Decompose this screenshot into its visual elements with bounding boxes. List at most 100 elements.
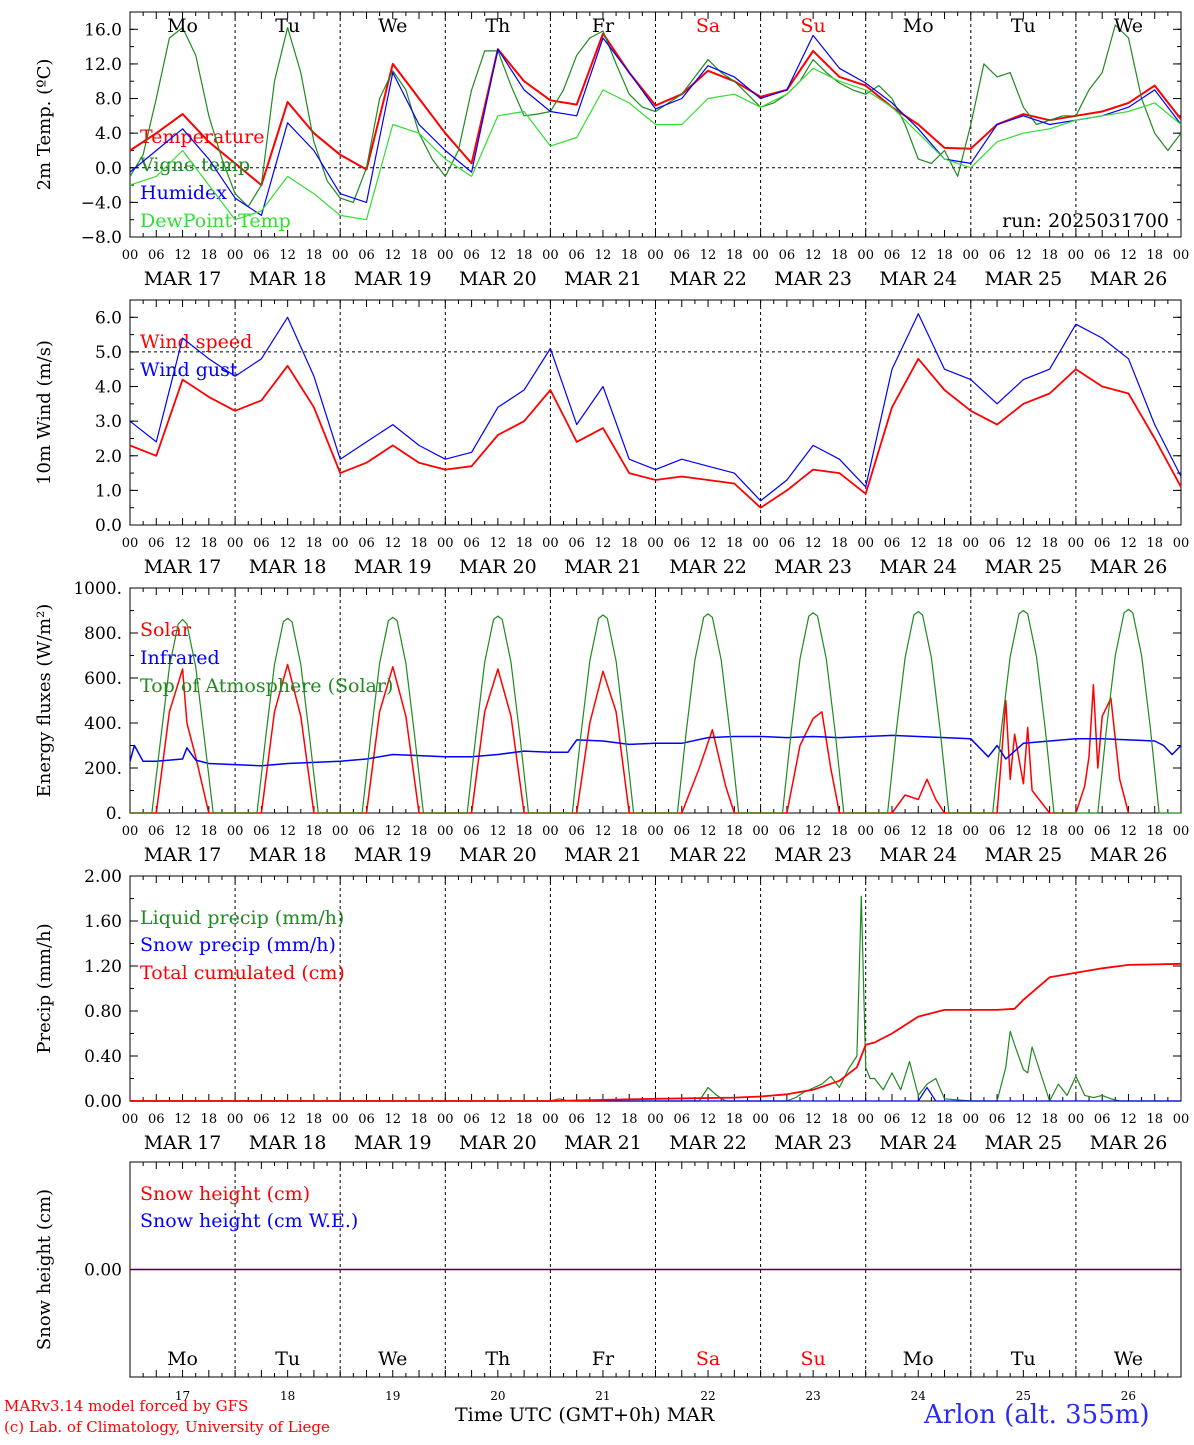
y-tick-label: 2.0 xyxy=(95,447,122,467)
hour-label: 06 xyxy=(148,1112,165,1127)
y-tick-label: 1.0 xyxy=(95,481,122,501)
y-tick-label: 200. xyxy=(84,759,122,779)
hour-label: 00 xyxy=(752,824,769,839)
hour-label: 00 xyxy=(227,536,244,551)
day-abbr: We xyxy=(1114,1348,1143,1370)
hour-label: 00 xyxy=(1068,1112,1085,1127)
y-axis-label: 2m Temp. (ºC) xyxy=(34,59,55,191)
day-abbr: Sa xyxy=(696,1348,720,1370)
y-axis-label: Energy fluxes (W/m²) xyxy=(34,604,55,798)
legend-entry: Wind speed xyxy=(140,331,252,353)
y-tick-label: 0.0 xyxy=(95,516,122,536)
hour-label: 18 xyxy=(411,1112,428,1127)
y-tick-label: 0.80 xyxy=(84,1002,122,1022)
hour-label: 12 xyxy=(384,536,401,551)
hour-label: 06 xyxy=(989,536,1006,551)
day-number: 22 xyxy=(700,1389,715,1403)
hour-label: 06 xyxy=(148,824,165,839)
day-number: 25 xyxy=(1016,1389,1031,1403)
hour-label: 06 xyxy=(674,1112,691,1127)
hour-label: 06 xyxy=(568,1112,585,1127)
hour-label: 12 xyxy=(595,824,612,839)
y-tick-label: 400. xyxy=(84,714,122,734)
y-tick-label: 12.0 xyxy=(84,55,122,75)
hour-label: 00 xyxy=(542,536,559,551)
hour-label: 18 xyxy=(306,824,323,839)
panel-wind: 6.0 5.0 4.0 3.0 2.0 1.0 0.0 10m Wind (m/s) Wind … xyxy=(34,299,1189,578)
date-label: MAR 24 xyxy=(879,556,957,578)
hour-label: 12 xyxy=(700,248,717,263)
hour-label: 12 xyxy=(910,824,927,839)
series-line-2 xyxy=(130,1086,1181,1102)
hour-label: 00 xyxy=(857,536,874,551)
hour-label: 06 xyxy=(1094,248,1111,263)
legend-entry: Humidex xyxy=(140,182,227,204)
hour-label: 00 xyxy=(1173,1112,1190,1127)
hour-label: 00 xyxy=(1173,824,1190,839)
hour-label: 00 xyxy=(332,248,349,263)
hour-label: 00 xyxy=(332,536,349,551)
day-number: 20 xyxy=(490,1389,505,1403)
hour-label: 00 xyxy=(542,1112,559,1127)
hour-label: 00 xyxy=(122,1112,139,1127)
panel-energy: 1000. 800. 600. 400. 200. 0. Energy fluxes (W/… xyxy=(34,579,1189,866)
hour-label: 12 xyxy=(700,824,717,839)
y-tick-label: 0.40 xyxy=(84,1047,122,1067)
hour-label: 12 xyxy=(805,248,822,263)
hour-label: 00 xyxy=(1068,248,1085,263)
y-tick-label: 4.0 xyxy=(95,124,122,144)
hour-label: 18 xyxy=(411,824,428,839)
hour-label: 12 xyxy=(1015,248,1032,263)
hour-label: 12 xyxy=(1120,1112,1137,1127)
hour-label: 00 xyxy=(752,536,769,551)
y-axis-label: Snow height (cm) xyxy=(34,1189,55,1350)
legend-entry: Liquid precip (mm/h) xyxy=(140,907,344,929)
panel-temp: 16.0 12.0 8.0 4.0 0.0 −4.0 −8.0 2m Temp. (ºC) Te… xyxy=(34,11,1190,290)
date-label: MAR 25 xyxy=(984,268,1062,290)
date-label: MAR 18 xyxy=(249,844,327,866)
hour-label: 00 xyxy=(963,536,980,551)
hour-label: 06 xyxy=(253,824,270,839)
date-label: MAR 23 xyxy=(774,556,852,578)
hour-label: 06 xyxy=(779,248,796,263)
hour-label: 18 xyxy=(201,1112,218,1127)
date-label: MAR 17 xyxy=(144,556,222,578)
hour-label: 00 xyxy=(227,1112,244,1127)
hour-label: 18 xyxy=(306,1112,323,1127)
day-abbr: Su xyxy=(801,1348,826,1370)
date-label: MAR 25 xyxy=(984,1132,1062,1154)
station-name: Arlon (alt. 355m) xyxy=(924,1400,1150,1430)
date-label: MAR 17 xyxy=(144,268,222,290)
hour-label: 12 xyxy=(279,824,296,839)
day-abbr: We xyxy=(378,1348,407,1370)
date-label: MAR 19 xyxy=(354,268,432,290)
date-label: MAR 20 xyxy=(459,556,537,578)
legend-entry: Wind gust xyxy=(140,359,238,381)
legend-entry: Temperature xyxy=(140,126,264,148)
hour-label: 12 xyxy=(279,536,296,551)
hour-label: 06 xyxy=(674,536,691,551)
day-abbr: We xyxy=(1114,15,1143,37)
hour-label: 12 xyxy=(490,536,507,551)
date-label: MAR 26 xyxy=(1090,844,1168,866)
day-abbr: Th xyxy=(485,15,510,37)
y-axis-label: 10m Wind (m/s) xyxy=(34,340,55,485)
hour-label: 18 xyxy=(1041,536,1058,551)
day-abbr: Mo xyxy=(167,1348,198,1370)
hour-label: 00 xyxy=(1173,248,1190,263)
hour-label: 18 xyxy=(726,536,743,551)
hour-label: 06 xyxy=(568,248,585,263)
hour-label: 18 xyxy=(621,536,638,551)
day-abbr: Mo xyxy=(903,1348,934,1370)
hour-label: 12 xyxy=(384,248,401,263)
hour-label: 12 xyxy=(1015,1112,1032,1127)
hour-label: 12 xyxy=(1015,536,1032,551)
hour-label: 18 xyxy=(621,824,638,839)
hour-label: 06 xyxy=(989,824,1006,839)
y-tick-label: 8.0 xyxy=(95,90,122,110)
y-tick-label: 1.60 xyxy=(84,912,122,932)
series-line-2 xyxy=(129,24,1182,208)
hour-label: 12 xyxy=(490,1112,507,1127)
hour-label: 12 xyxy=(174,536,191,551)
hour-label: 00 xyxy=(1068,824,1085,839)
